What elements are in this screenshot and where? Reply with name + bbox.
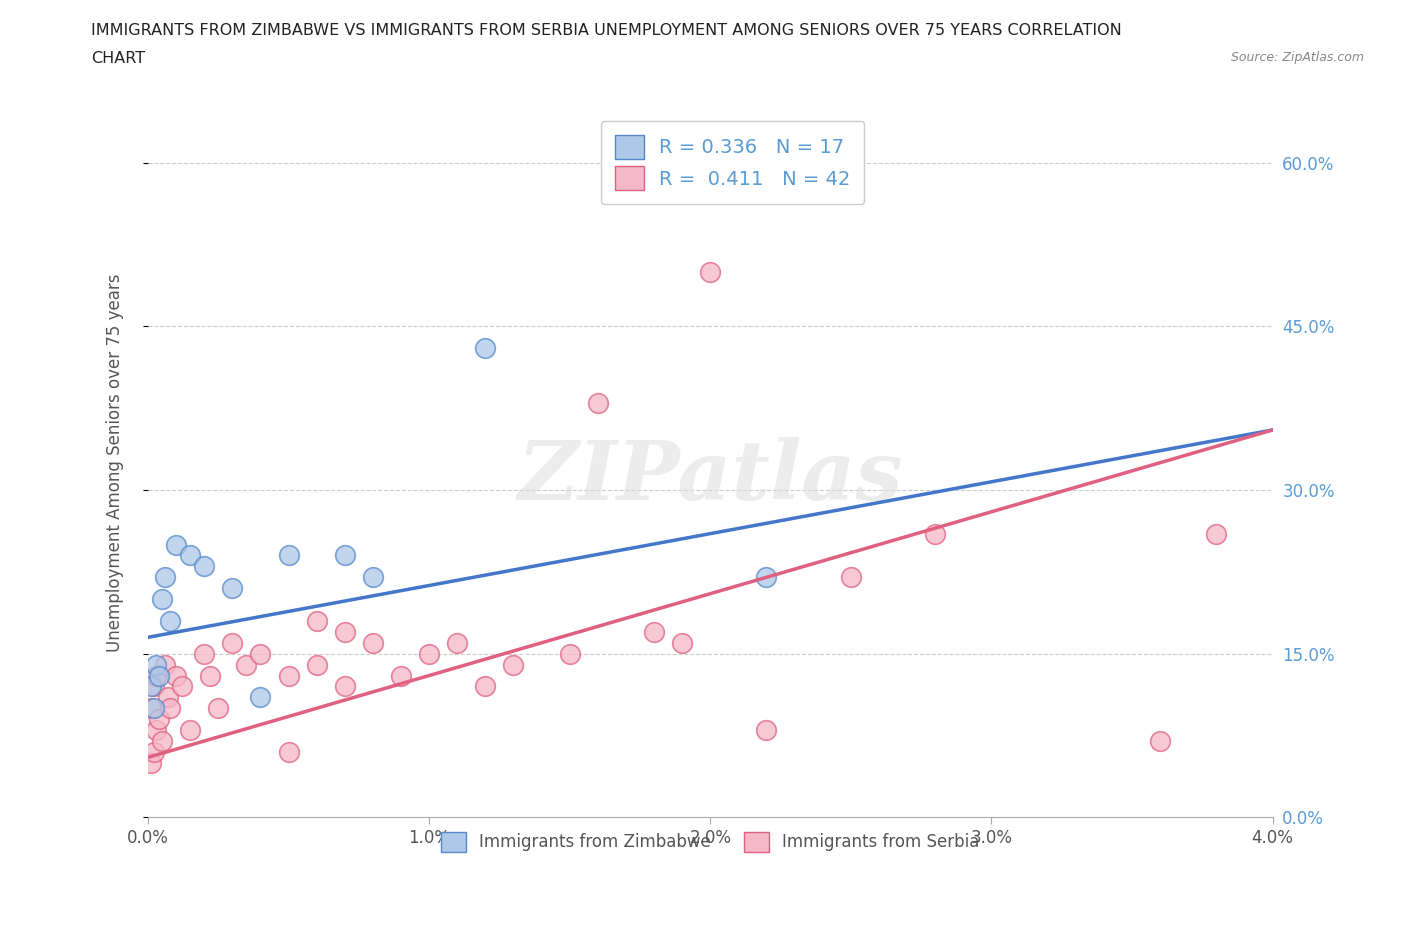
Point — [1205, 526, 1227, 541]
Point — [145, 723, 167, 737]
Point — [165, 538, 187, 552]
Point — [361, 635, 384, 650]
Point — [643, 624, 665, 639]
Point — [558, 646, 581, 661]
Point — [361, 570, 384, 585]
Point — [139, 755, 162, 770]
Point — [699, 264, 721, 279]
Point — [1149, 734, 1171, 749]
Point — [148, 711, 170, 726]
Point — [924, 526, 946, 541]
Point — [145, 658, 167, 672]
Point — [159, 614, 181, 629]
Point — [389, 668, 412, 683]
Point — [235, 658, 257, 672]
Point — [474, 679, 496, 694]
Point — [142, 745, 165, 760]
Point — [277, 548, 299, 563]
Point — [150, 734, 173, 749]
Point — [193, 559, 215, 574]
Point — [333, 548, 356, 563]
Point — [418, 646, 440, 661]
Text: Source: ZipAtlas.com: Source: ZipAtlas.com — [1230, 51, 1364, 64]
Point — [586, 395, 609, 410]
Point — [277, 745, 299, 760]
Point — [142, 679, 165, 694]
Text: IMMIGRANTS FROM ZIMBABWE VS IMMIGRANTS FROM SERBIA UNEMPLOYMENT AMONG SENIORS OV: IMMIGRANTS FROM ZIMBABWE VS IMMIGRANTS F… — [91, 23, 1122, 38]
Point — [145, 668, 167, 683]
Text: ZIPatlas: ZIPatlas — [517, 437, 903, 517]
Point — [305, 658, 328, 672]
Point — [156, 690, 179, 705]
Point — [755, 570, 778, 585]
Point — [198, 668, 221, 683]
Point — [333, 624, 356, 639]
Point — [333, 679, 356, 694]
Point — [153, 658, 176, 672]
Point — [474, 340, 496, 355]
Point — [148, 668, 170, 683]
Point — [179, 548, 201, 563]
Point — [671, 635, 693, 650]
Point — [249, 690, 271, 705]
Point — [139, 701, 162, 716]
Point — [150, 591, 173, 606]
Point — [305, 614, 328, 629]
Point — [207, 701, 229, 716]
Point — [179, 723, 201, 737]
Point — [502, 658, 524, 672]
Point — [153, 570, 176, 585]
Point — [839, 570, 862, 585]
Point — [170, 679, 193, 694]
Point — [277, 668, 299, 683]
Point — [446, 635, 468, 650]
Point — [221, 635, 243, 650]
Y-axis label: Unemployment Among Seniors over 75 years: Unemployment Among Seniors over 75 years — [107, 273, 124, 652]
Legend: Immigrants from Zimbabwe, Immigrants from Serbia: Immigrants from Zimbabwe, Immigrants fro… — [434, 825, 987, 858]
Point — [193, 646, 215, 661]
Point — [249, 646, 271, 661]
Point — [165, 668, 187, 683]
Point — [221, 580, 243, 595]
Point — [755, 723, 778, 737]
Point — [159, 701, 181, 716]
Point — [139, 679, 162, 694]
Point — [142, 701, 165, 716]
Text: CHART: CHART — [91, 51, 145, 66]
